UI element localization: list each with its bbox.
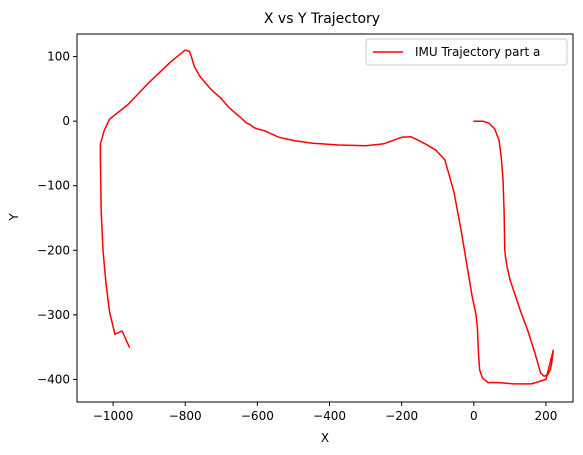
legend-label: IMU Trajectory part a (415, 45, 540, 59)
y-tick-label: −300 (37, 308, 70, 322)
legend-box (365, 38, 568, 66)
legend: IMU Trajectory part a (365, 38, 568, 66)
y-tick-label: −200 (37, 243, 70, 257)
x-tick-label: −400 (313, 409, 346, 423)
x-tick-label: 200 (534, 409, 557, 423)
x-tick-label: −200 (385, 409, 418, 423)
x-axis-title: X (321, 431, 329, 445)
x-tick-label: 0 (470, 409, 478, 423)
plot-area (99, 49, 554, 385)
chart-title: X vs Y Trajectory (264, 11, 380, 27)
plot-frame (76, 33, 574, 403)
x-axis: −1000 −800 −600 −400 −200 0 200 (93, 402, 557, 423)
series-line-0 (99, 49, 554, 385)
y-tick-label: −100 (37, 179, 70, 193)
y-tick-label: 100 (47, 50, 70, 64)
x-tick-label: −800 (169, 409, 202, 423)
x-tick-label: −600 (241, 409, 274, 423)
y-tick-label: 0 (62, 114, 70, 128)
x-tick-label: −1000 (93, 409, 134, 423)
y-axis-title: Y (7, 213, 21, 222)
y-tick-label: −400 (37, 372, 70, 386)
y-axis: 100 0 −100 −200 −300 −400 (37, 50, 77, 386)
